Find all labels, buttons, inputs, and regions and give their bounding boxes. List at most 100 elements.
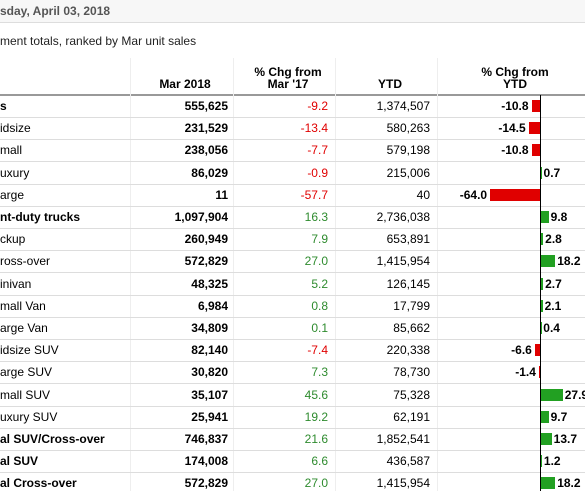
number-cell: 35,107 [191, 387, 228, 402]
row-label: mall [0, 143, 23, 158]
row-label: arge SUV [0, 365, 53, 380]
ytd-change-label: 2.1 [544, 298, 562, 313]
number-cell: 555,625 [184, 99, 228, 113]
table-row [0, 117, 585, 141]
column-separator [335, 58, 336, 491]
change-cell: 6.6 [311, 454, 328, 469]
ytd-change-label: 0.7 [543, 165, 561, 180]
column-separator [130, 58, 131, 491]
change-cell: -7.4 [307, 343, 328, 358]
change-cell: 7.3 [311, 365, 328, 380]
row-label: ckup [0, 232, 26, 247]
ytd-change-label: 9.7 [550, 409, 568, 424]
row-label: al SUV [0, 454, 39, 469]
ytd-change-label: 13.7 [553, 432, 578, 446]
change-cell: -57.7 [300, 187, 328, 202]
number-cell: 75,328 [393, 387, 430, 402]
number-cell: 34,809 [191, 321, 228, 335]
table-row [0, 162, 585, 185]
number-cell: 1,097,904 [174, 210, 228, 224]
ytd-change-label: -1.4 [515, 365, 536, 380]
header-band [0, 58, 585, 96]
row-label: ross-over [0, 254, 51, 269]
number-cell: 572,829 [184, 476, 228, 491]
row-label: mall SUV [0, 387, 51, 402]
number-cell: 25,941 [191, 409, 228, 424]
number-cell: 238,056 [184, 143, 228, 158]
ytd-change-bar [528, 122, 540, 135]
ytd-change-label: 9.8 [550, 210, 568, 224]
ytd-change-label: 2.8 [545, 232, 562, 247]
number-cell: 126,145 [386, 276, 430, 291]
change-cell: -9.2 [307, 99, 328, 113]
report-title: sday, April 03, 2018 [0, 0, 585, 23]
number-cell: 746,837 [184, 432, 228, 446]
change-cell: 27.0 [304, 254, 328, 269]
number-cell: 579,198 [386, 143, 430, 158]
table-row [0, 273, 585, 296]
ytd-change-label: -64.0 [459, 187, 488, 202]
row-label: s [0, 99, 7, 113]
ytd-change-label: -10.8 [501, 99, 529, 113]
row-label: mall Van [0, 298, 46, 313]
ytd-change-bar [541, 166, 542, 179]
change-cell: 21.6 [304, 432, 328, 446]
row-label: idsize SUV [0, 343, 59, 358]
number-cell: 653,891 [386, 232, 430, 247]
row-label: idsize [0, 121, 31, 136]
table-row [0, 95, 585, 118]
column-separator [437, 58, 438, 491]
number-cell: 85,662 [393, 321, 430, 335]
change-cell: 45.6 [304, 387, 328, 402]
number-cell: 174,008 [184, 454, 228, 469]
row-label: nt-duty trucks [0, 210, 81, 224]
table-row [0, 295, 585, 318]
ytd-change-bar [531, 100, 540, 112]
ytd-change-bar [531, 144, 540, 157]
ytd-change-bar [490, 188, 540, 201]
table-row [0, 184, 585, 207]
number-cell: 1,415,954 [376, 254, 430, 269]
table-row [0, 450, 585, 474]
table-row [0, 139, 585, 163]
number-cell: 6,984 [197, 298, 228, 313]
number-cell: 62,191 [393, 409, 430, 424]
row-label: al SUV/Cross-over [0, 432, 105, 446]
ytd-change-bar [541, 410, 549, 423]
ytd-change-label: -6.6 [511, 343, 532, 358]
change-cell: 27.0 [304, 476, 328, 491]
ytd-change-bar [541, 477, 556, 490]
number-cell: 1,374,507 [376, 99, 430, 113]
row-label: arge Van [0, 321, 48, 335]
number-cell: 30,820 [191, 365, 228, 380]
change-cell: -13.4 [300, 121, 328, 136]
number-cell: 220,338 [386, 343, 430, 358]
row-label: inivan [0, 276, 32, 291]
change-cell: 5.2 [311, 276, 328, 291]
change-cell: 19.2 [304, 409, 328, 424]
report-subtitle: ment totals, ranked by Mar unit sales [0, 34, 197, 48]
ytd-change-label: -14.5 [498, 121, 526, 136]
number-cell: 78,730 [393, 365, 430, 380]
ytd-change-label: 1.2 [543, 454, 561, 469]
number-cell: 572,829 [184, 254, 228, 269]
ytd-change-bar [541, 388, 563, 401]
table-row [0, 384, 585, 407]
number-cell: 2,736,038 [376, 210, 430, 224]
table-row [0, 228, 585, 252]
ytd-change-label: -10.8 [501, 143, 529, 158]
number-cell: 40 [416, 187, 430, 202]
row-label: arge [0, 187, 25, 202]
row-label: uxury SUV [0, 409, 58, 424]
table-row [0, 250, 585, 274]
change-cell: 0.8 [311, 298, 328, 313]
number-cell: 17,799 [393, 298, 430, 313]
table-row [0, 428, 585, 451]
table-row [0, 406, 585, 429]
bar-axis [540, 95, 541, 491]
ytd-change-bar [541, 255, 556, 268]
ytd-change-bar [534, 344, 540, 357]
column-header: Mar 2018 [159, 77, 211, 91]
change-cell: -7.7 [307, 143, 328, 158]
